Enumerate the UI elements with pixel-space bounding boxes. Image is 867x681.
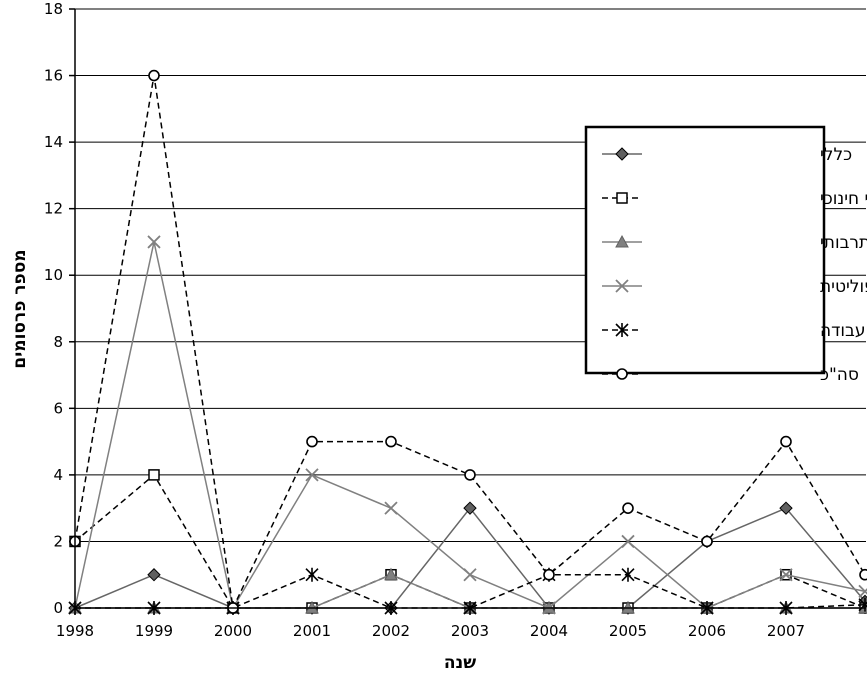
- legend-entry: סה"כ: [602, 365, 859, 385]
- legend-box: [584, 125, 826, 375]
- data-point: [306, 435, 318, 448]
- y-tick-label: 10: [44, 266, 63, 284]
- legend-marker: [616, 192, 628, 204]
- data-point: [543, 568, 555, 581]
- x-tick-label: 2000: [214, 622, 252, 640]
- legend-entry: ריבודי חינוכי: [602, 189, 867, 209]
- data-point: [385, 435, 397, 448]
- legend-marker: [616, 368, 628, 380]
- x-tick-label: 2003: [451, 622, 489, 640]
- data-point: [148, 469, 160, 481]
- data-point: [147, 235, 161, 249]
- axes: [74, 9, 866, 609]
- x-tick-label: 2007: [767, 622, 805, 640]
- legend-label: כללי: [820, 145, 852, 165]
- legend-entry: כללי: [602, 145, 852, 165]
- y-tick-label: 6: [53, 399, 63, 417]
- data-point: [622, 502, 634, 514]
- x-tick-label: 1998: [56, 622, 94, 640]
- legend-entry: סוציולוגיה פוליטית: [602, 277, 867, 297]
- data-point: [779, 568, 793, 582]
- data-point: [147, 568, 161, 582]
- x-axis-title: שנה: [444, 653, 476, 673]
- legend-marker: [615, 234, 629, 248]
- series-0: [68, 501, 867, 615]
- legend-label: סוציולוגיה פוליטית: [820, 277, 867, 297]
- series-5: [69, 69, 867, 614]
- y-tick-label: 14: [44, 133, 63, 151]
- data-point: [859, 568, 867, 581]
- y-axis-ticks: 0 2 4 6 8 10 12 14 16 18: [44, 0, 75, 617]
- legend-label: עבודה: [820, 321, 866, 341]
- data-point: [463, 568, 477, 582]
- data-point: [463, 501, 477, 515]
- legend-entry: תרבותי: [602, 233, 867, 253]
- data-point: [621, 534, 635, 549]
- y-tick-label: 4: [53, 466, 63, 484]
- legend-entry: עבודה: [602, 321, 866, 341]
- x-tick-label: 2005: [609, 622, 647, 640]
- x-tick-label: 2006: [688, 622, 726, 640]
- data-point: [779, 501, 793, 515]
- y-tick-label: 2: [53, 532, 63, 550]
- y-axis-title: מספר פרסומים: [10, 249, 30, 368]
- x-tick-label: 2001: [293, 622, 331, 640]
- legend-label: ריבודי חינוכי: [820, 189, 867, 209]
- legend-label: תרבותי: [820, 233, 867, 253]
- y-tick-label: 0: [53, 599, 63, 617]
- data-point: [701, 535, 713, 548]
- gridlines: [75, 8, 866, 542]
- legend: כללי ריבודי חינוכי תרבותי סוציולוגיה פוליטי…: [584, 125, 867, 385]
- legend-marker: [615, 147, 629, 161]
- y-tick-label: 8: [53, 333, 63, 351]
- x-tick-label: 2002: [372, 622, 410, 640]
- legend-marker: [615, 323, 629, 337]
- data-point: [464, 469, 476, 481]
- legend-marker: [615, 279, 629, 293]
- data-point: [384, 567, 398, 581]
- data-point: [621, 567, 635, 582]
- data-point: [858, 584, 867, 598]
- y-tick-label: 18: [44, 0, 63, 18]
- x-tick-label: 2004: [530, 622, 568, 640]
- y-tick-label: 12: [44, 200, 63, 218]
- x-tick-label: 1999: [135, 622, 173, 640]
- data-point: [148, 69, 160, 82]
- x-axis-ticks: 1998 1999 2000 2001 2002 2003 2004 2005 2006 2007: [56, 608, 866, 640]
- series-line: [74, 506, 866, 609]
- data-point: [780, 435, 792, 448]
- legend-label: סה"כ: [820, 365, 859, 385]
- data-point: [384, 501, 398, 515]
- y-tick-label: 16: [44, 67, 63, 85]
- data-point: [305, 468, 319, 482]
- series-line: [74, 75, 866, 611]
- data-point: [305, 567, 319, 582]
